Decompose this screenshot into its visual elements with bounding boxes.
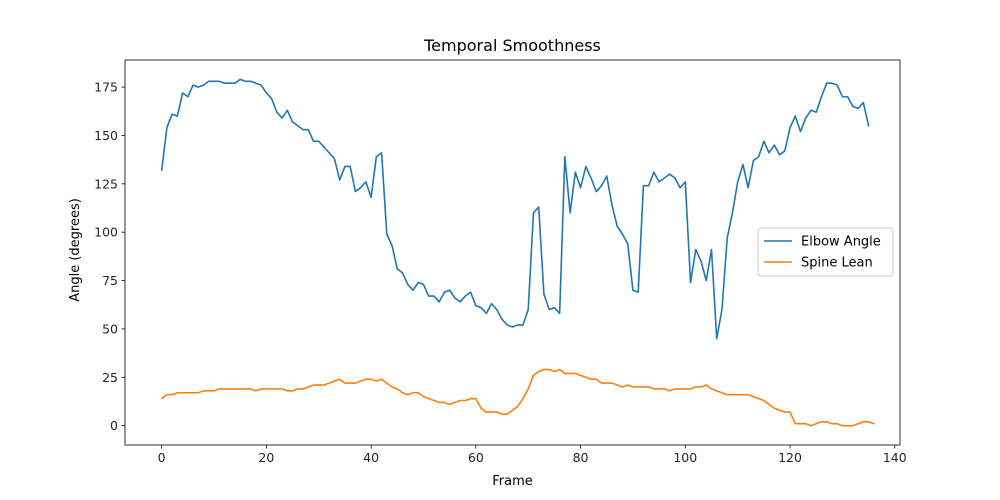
chart-title: Temporal Smoothness bbox=[423, 36, 601, 55]
legend: Elbow Angle Spine Lean bbox=[757, 227, 894, 277]
x-tick-label: 60 bbox=[468, 450, 484, 465]
y-tick-label: 75 bbox=[102, 273, 118, 288]
series-lines bbox=[160, 78, 875, 427]
y-tick-label: 50 bbox=[102, 321, 118, 336]
x-tick-label: 20 bbox=[258, 450, 274, 465]
y-axis-title: Angle (degrees) bbox=[68, 198, 83, 302]
x-axis: 0 20 40 60 80 100 120 140 bbox=[158, 445, 907, 465]
y-tick-label: 150 bbox=[94, 128, 118, 143]
y-tick-label: 175 bbox=[94, 80, 118, 95]
y-tick-label: 0 bbox=[110, 418, 118, 433]
series-line-spine-lean bbox=[160, 368, 875, 427]
y-tick-label: 125 bbox=[94, 176, 118, 191]
y-tick-label: 25 bbox=[102, 370, 118, 385]
y-axis: 0 25 50 75 100 125 150 175 bbox=[94, 80, 125, 433]
x-tick-label: 40 bbox=[363, 450, 379, 465]
x-tick-label: 0 bbox=[158, 450, 166, 465]
x-tick-label: 120 bbox=[778, 450, 802, 465]
legend-box bbox=[757, 227, 894, 277]
legend-label-elbow-angle: Elbow Angle bbox=[801, 235, 881, 250]
x-axis-title: Frame bbox=[492, 474, 533, 489]
x-tick-label: 100 bbox=[673, 450, 697, 465]
y-tick-label: 100 bbox=[94, 225, 118, 240]
series-line-elbow-angle bbox=[160, 78, 870, 340]
x-tick-label: 140 bbox=[883, 450, 907, 465]
legend-label-spine-lean: Spine Lean bbox=[801, 256, 873, 271]
x-tick-label: 80 bbox=[573, 450, 589, 465]
